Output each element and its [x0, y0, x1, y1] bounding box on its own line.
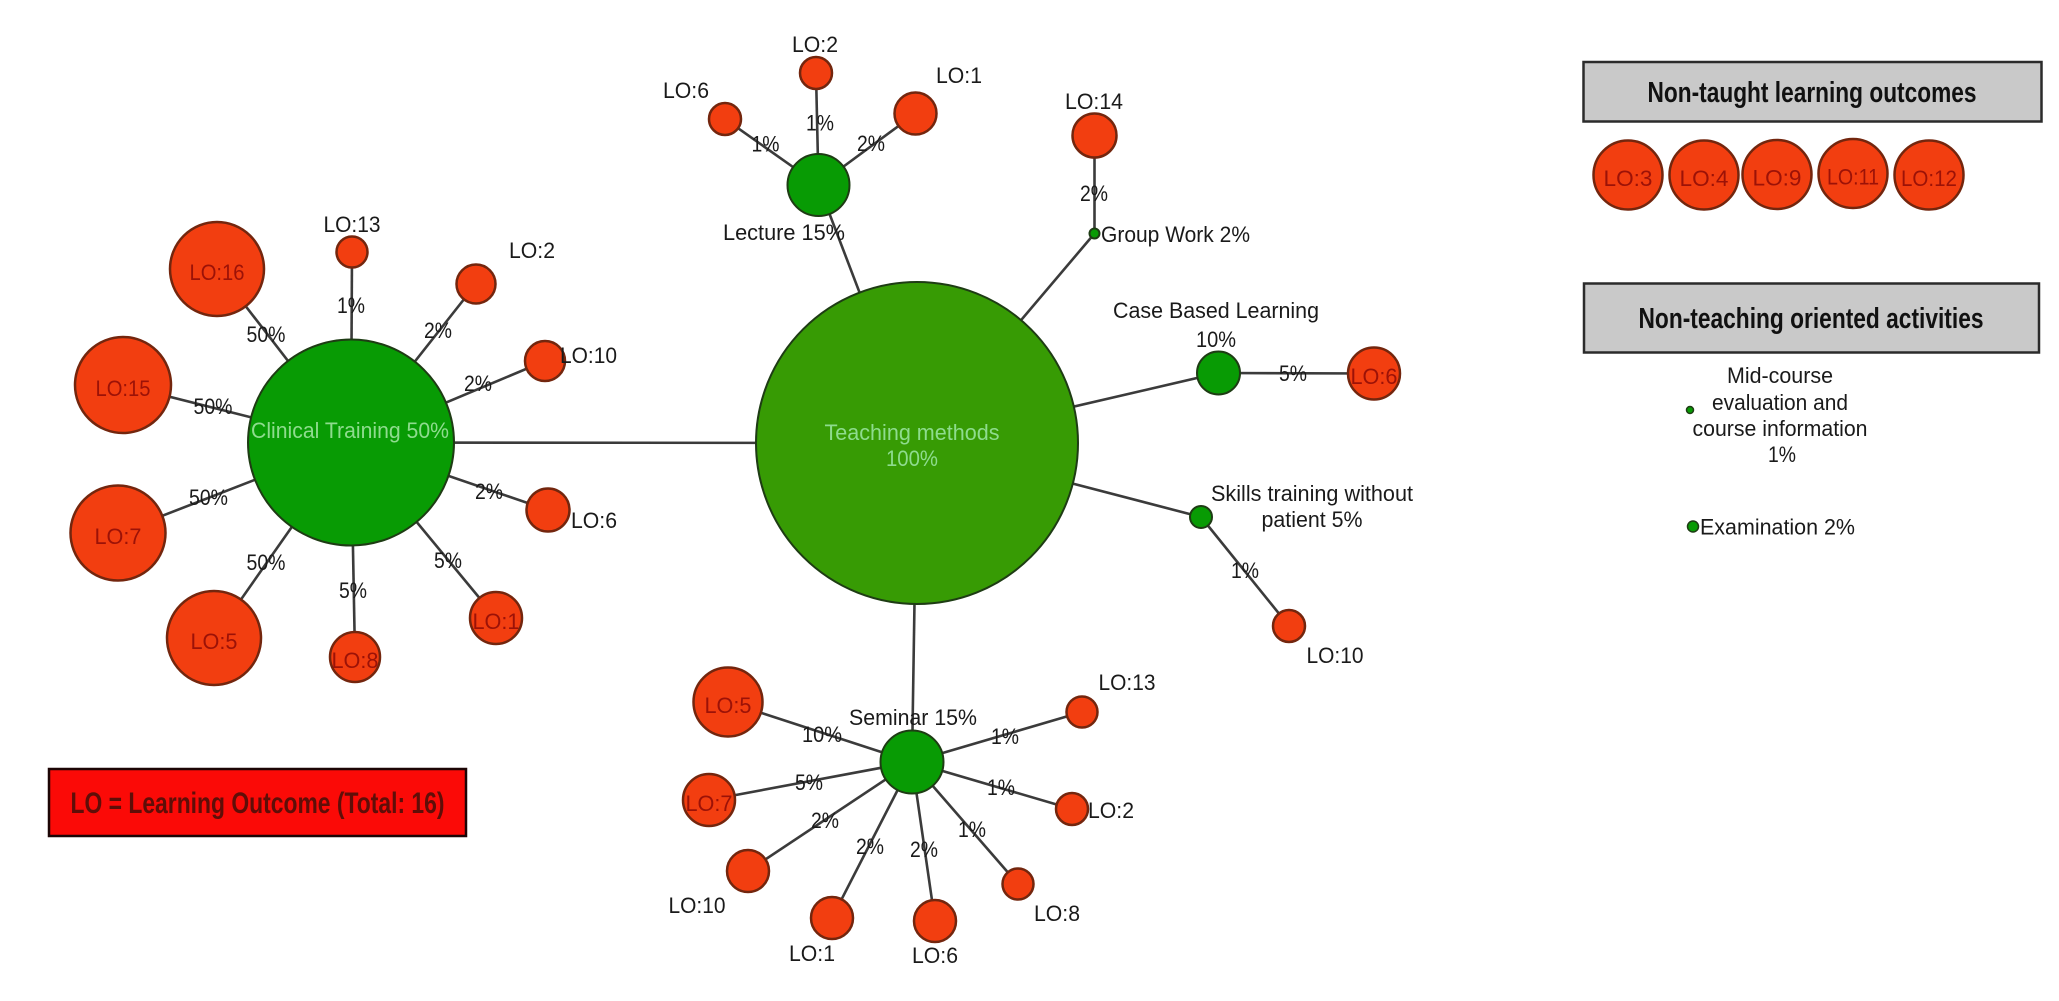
svg-text:1%: 1%: [1231, 558, 1259, 583]
svg-text:LO:2: LO:2: [509, 238, 555, 263]
svg-text:LO = Learning Outcome (Total:: LO = Learning Outcome (Total: 16): [71, 787, 445, 820]
svg-text:Non-teaching oriented activiti: Non-teaching oriented activities: [1639, 303, 1984, 335]
svg-text:Non-taught learning outcomes: Non-taught learning outcomes: [1648, 77, 1977, 109]
svg-text:course information: course information: [1693, 416, 1868, 441]
svg-text:10%: 10%: [1196, 327, 1236, 352]
svg-text:LO:2: LO:2: [792, 32, 838, 57]
svg-text:50%: 50%: [189, 485, 228, 510]
svg-text:50%: 50%: [247, 322, 286, 347]
svg-text:Skills training without: Skills training without: [1211, 481, 1413, 506]
svg-text:Clinical Training 50%: Clinical Training 50%: [251, 418, 449, 443]
svg-text:LO:16: LO:16: [190, 260, 245, 285]
svg-text:LO:13: LO:13: [324, 212, 381, 237]
svg-text:LO:1: LO:1: [473, 609, 520, 634]
svg-text:Case Based Learning: Case Based Learning: [1113, 298, 1319, 323]
svg-text:1%: 1%: [958, 817, 986, 842]
svg-text:LO:8: LO:8: [1034, 901, 1080, 926]
svg-text:Examination 2%: Examination 2%: [1700, 514, 1855, 539]
svg-text:1%: 1%: [337, 293, 365, 318]
svg-text:LO:6: LO:6: [1351, 364, 1398, 389]
svg-text:LO:7: LO:7: [95, 524, 142, 549]
svg-text:5%: 5%: [795, 770, 823, 795]
svg-text:2%: 2%: [857, 131, 885, 156]
svg-text:LO:15: LO:15: [96, 376, 151, 401]
svg-text:LO:6: LO:6: [663, 78, 709, 103]
svg-text:Lecture 15%: Lecture 15%: [723, 220, 845, 245]
svg-text:LO:4: LO:4: [1680, 166, 1729, 191]
svg-text:50%: 50%: [194, 394, 233, 419]
svg-text:LO:6: LO:6: [912, 943, 958, 968]
svg-text:1%: 1%: [1768, 442, 1796, 467]
svg-text:LO:12: LO:12: [1901, 166, 1957, 191]
svg-text:LO:1: LO:1: [789, 941, 835, 966]
svg-text:LO:10: LO:10: [1307, 643, 1364, 668]
svg-text:LO:3: LO:3: [1604, 166, 1653, 191]
svg-text:LO:13: LO:13: [1099, 670, 1156, 695]
svg-text:LO:11: LO:11: [1827, 164, 1879, 189]
svg-text:LO:10: LO:10: [560, 343, 617, 368]
svg-text:100%: 100%: [886, 446, 938, 471]
svg-text:LO:7: LO:7: [686, 791, 733, 816]
svg-text:50%: 50%: [247, 550, 286, 575]
svg-text:2%: 2%: [1080, 181, 1108, 206]
svg-text:Teaching methods: Teaching methods: [825, 420, 1000, 445]
svg-text:2%: 2%: [811, 808, 839, 833]
svg-text:5%: 5%: [339, 578, 367, 603]
svg-text:1%: 1%: [806, 110, 834, 135]
svg-text:5%: 5%: [434, 548, 462, 573]
svg-text:LO:5: LO:5: [705, 693, 752, 718]
svg-text:2%: 2%: [856, 834, 884, 859]
svg-text:2%: 2%: [464, 371, 492, 396]
svg-text:2%: 2%: [475, 479, 503, 504]
svg-text:1%: 1%: [752, 131, 780, 156]
svg-text:LO:6: LO:6: [571, 508, 617, 533]
svg-text:patient 5%: patient 5%: [1262, 507, 1363, 532]
svg-text:2%: 2%: [910, 837, 938, 862]
svg-text:1%: 1%: [987, 775, 1015, 800]
svg-text:LO:8: LO:8: [332, 648, 379, 673]
svg-text:2%: 2%: [424, 318, 452, 343]
svg-text:10%: 10%: [802, 722, 842, 747]
svg-text:5%: 5%: [1279, 361, 1307, 386]
svg-text:LO:2: LO:2: [1088, 798, 1134, 823]
svg-text:LO:5: LO:5: [191, 629, 238, 654]
svg-text:LO:1: LO:1: [936, 63, 982, 88]
svg-text:Mid-course: Mid-course: [1727, 363, 1833, 388]
svg-text:Seminar 15%: Seminar 15%: [849, 705, 977, 730]
svg-text:Group Work 2%: Group Work 2%: [1101, 222, 1250, 247]
svg-text:evaluation and: evaluation and: [1712, 390, 1848, 415]
svg-text:1%: 1%: [991, 724, 1019, 749]
svg-text:LO:9: LO:9: [1753, 165, 1802, 190]
svg-text:LO:14: LO:14: [1065, 89, 1123, 114]
svg-text:LO:10: LO:10: [669, 893, 726, 918]
